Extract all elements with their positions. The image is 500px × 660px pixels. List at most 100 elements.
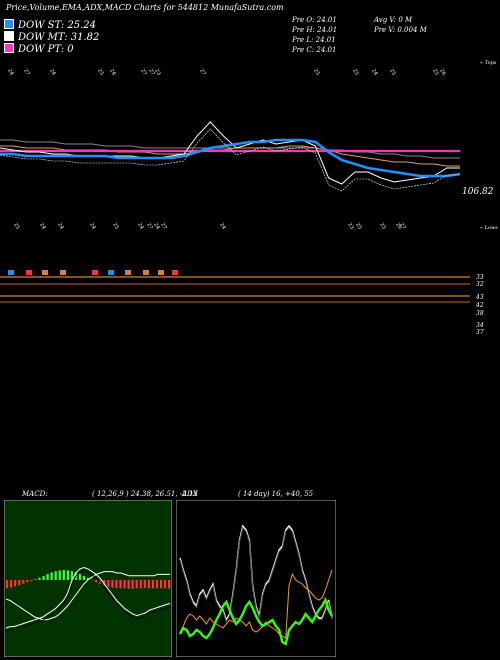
price-lines <box>0 121 461 192</box>
macd-histogram-bar <box>151 580 154 589</box>
vol-label-5: 38 <box>476 310 484 317</box>
price-right-label: 106.82 <box>462 187 494 197</box>
macd-histogram-bar <box>155 580 158 589</box>
macd-histogram-bar <box>115 580 118 588</box>
low-number: 25 <box>378 222 386 231</box>
macd-histogram-bar <box>95 580 98 583</box>
top-number: 25 <box>388 68 396 77</box>
volume-bands <box>0 276 470 303</box>
macd-line <box>5 566 171 629</box>
top-number: 27 <box>22 68 30 77</box>
ema-short-line <box>0 138 461 178</box>
vol-label-4: 42 <box>476 302 484 309</box>
low-number: 24 <box>152 222 160 231</box>
tops-edge-label: « Tops <box>480 60 497 66</box>
low-number: 24 <box>218 222 226 231</box>
macd-histogram-bar <box>18 580 21 586</box>
macd-histogram-bar <box>46 574 49 580</box>
top-number: 25 <box>96 68 104 77</box>
macd-histogram-bar <box>50 572 53 580</box>
macd-histogram-bar <box>26 580 29 583</box>
chart-title: Price,Volume,EMA,ADX,MACD Charts for 544… <box>6 3 284 12</box>
macd-histogram-bar <box>147 580 150 589</box>
macd-histogram-bar <box>34 579 37 580</box>
adx-params: ( 14 day) 16, +40, 55 <box>238 490 314 498</box>
macd-histogram-bar <box>30 580 33 582</box>
volume-bar <box>26 270 32 275</box>
macd-signal-line <box>5 571 171 621</box>
low-number: 27 <box>159 222 167 231</box>
top-number: 26 <box>438 68 446 77</box>
macd-histogram-bar <box>70 571 73 580</box>
macd-histogram-bar <box>103 580 106 586</box>
low-number: 27 <box>398 222 406 231</box>
macd-histogram-bar <box>123 580 126 589</box>
top-number: 25 <box>351 68 359 77</box>
low-number: 25 <box>12 222 20 231</box>
prev-open: Pre O: 24.01 <box>292 16 337 24</box>
top-number: 24 <box>370 68 378 77</box>
volume-bar <box>125 270 131 275</box>
top-number: 24 <box>6 68 14 77</box>
top-number: 25 <box>431 68 439 77</box>
minus-di-line <box>178 597 334 646</box>
volume-bars <box>8 270 178 275</box>
macd-bars <box>6 570 171 589</box>
macd-histogram-bar <box>58 570 61 580</box>
low-number: 24 <box>88 222 96 231</box>
low-number: 25 <box>354 222 362 231</box>
macd-histogram-bar <box>22 580 25 584</box>
prev-close: Pre C: 24.01 <box>292 46 337 54</box>
macd-histogram-bar <box>38 577 41 580</box>
plus-di-line <box>179 569 333 639</box>
top-number: 24 <box>108 68 116 77</box>
volume-bar <box>108 270 114 275</box>
low-number: 25 <box>111 222 119 231</box>
vol-label-6: 34 <box>476 322 484 329</box>
volume-bar <box>60 270 66 275</box>
dow-mt-label: DOW MT: 31.82 <box>18 32 100 43</box>
dow-st-label: DOW ST: 25.24 <box>18 20 97 31</box>
macd-line-shadow <box>5 570 171 632</box>
top-number: 24 <box>48 68 56 77</box>
prev-high: Pre H: 24.01 <box>292 26 338 34</box>
low-number: 23 <box>346 222 354 231</box>
vol-label-2: 32 <box>476 281 484 288</box>
dow-pt-swatch <box>4 43 14 53</box>
adx-background <box>176 500 336 657</box>
price-line <box>0 121 460 185</box>
low-number: 26 <box>394 222 402 231</box>
adx-line-shadow <box>179 526 333 623</box>
low-number: 27 <box>145 222 153 231</box>
macd-histogram-bar <box>139 580 142 589</box>
top-number: 27 <box>147 68 155 77</box>
volume-bar <box>172 270 178 275</box>
prev-volume: Pre V: 0.004 M <box>374 26 427 34</box>
macd-panel <box>4 500 172 657</box>
low-number: 24 <box>136 222 144 231</box>
macd-histogram-bar <box>42 576 45 580</box>
macd-lines <box>5 566 171 632</box>
avg-volume: Avg V: 0 M <box>374 16 413 24</box>
vol-label-1: 33 <box>476 274 484 281</box>
price-shadow-line <box>0 128 460 192</box>
adx-panel <box>176 500 336 657</box>
macd-params: ( 12,26,9 ) 24.38, 26.51, -2.13 <box>92 490 198 498</box>
volume-bar <box>158 270 164 275</box>
low-number: 24 <box>38 222 46 231</box>
volume-bar <box>8 270 14 275</box>
macd-histogram-bar <box>135 580 138 589</box>
macd-histogram-bar <box>14 580 17 587</box>
macd-histogram-bar <box>119 580 122 589</box>
macd-histogram-bar <box>6 580 9 589</box>
dow-st-swatch <box>4 19 14 29</box>
low-number: 24 <box>56 222 64 231</box>
ema-long-line <box>0 139 460 159</box>
macd-histogram-bar <box>78 574 82 580</box>
top-number: 27 <box>198 68 206 77</box>
macd-histogram-bar <box>87 578 90 580</box>
macd-histogram-bar <box>62 570 65 580</box>
dow-st-legend: DOW ST: 25.24 <box>4 19 96 31</box>
